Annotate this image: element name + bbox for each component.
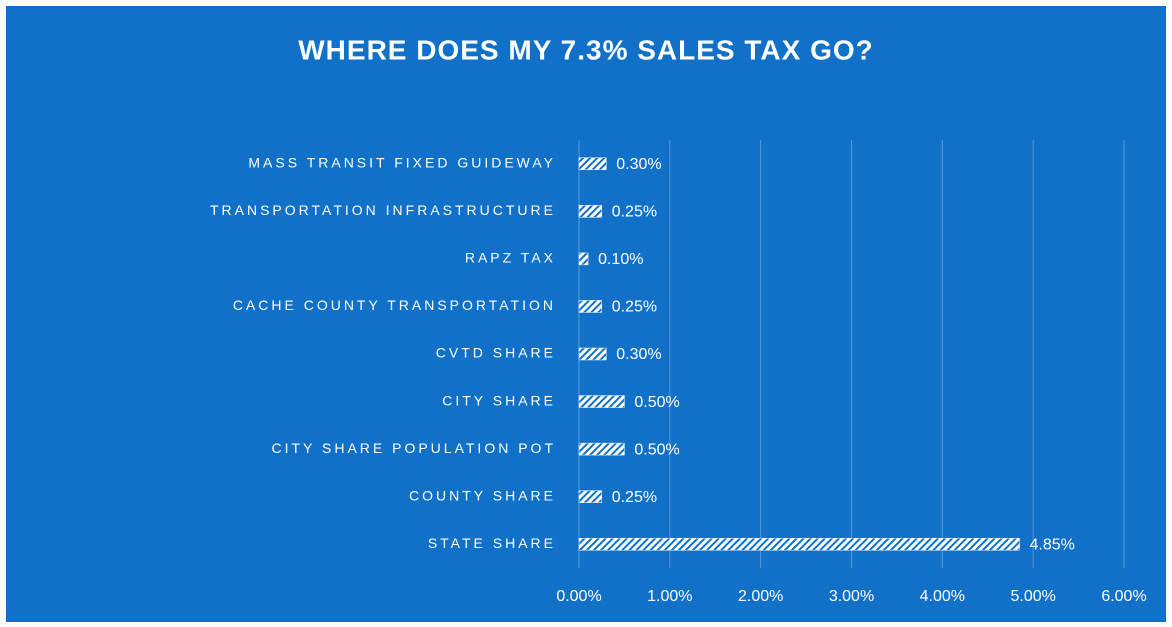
bar — [578, 442, 625, 456]
bar — [578, 395, 625, 408]
x-tick-label: 5.00% — [1010, 588, 1055, 605]
y-tick-label: RAPZ TAX — [465, 250, 556, 266]
chart-title: WHERE DOES MY 7.3% SALES TAX GO? — [298, 34, 874, 65]
value-label: 0.50% — [634, 394, 679, 411]
y-tick-label: CITY SHARE — [442, 392, 556, 408]
y-tick-label: STATE SHARE — [428, 535, 556, 551]
x-tick-label: 1.00% — [647, 588, 692, 605]
bar — [578, 205, 602, 218]
x-tick-label: 4.00% — [920, 588, 965, 605]
x-tick-label: 2.00% — [738, 588, 783, 605]
bar — [578, 157, 607, 171]
bar — [578, 490, 602, 503]
chart-background — [6, 6, 1166, 622]
y-tick-label: MASS TRANSIT FIXED GUIDEWAY — [248, 154, 556, 170]
y-tick-label: CITY SHARE POPULATION POT — [271, 440, 556, 456]
y-tick-label: TRANSPORTATION INFRASTRUCTURE — [210, 202, 556, 218]
value-label: 4.85% — [1030, 536, 1075, 553]
y-tick-label: CVTD SHARE — [436, 345, 556, 361]
y-tick-label: COUNTY SHARE — [409, 487, 556, 503]
bar — [578, 347, 607, 361]
x-tick-label: 6.00% — [1101, 588, 1146, 605]
value-label: 0.30% — [616, 156, 661, 173]
value-label: 0.30% — [616, 346, 661, 363]
y-tick-label: CACHE COUNTY TRANSPORTATION — [233, 297, 556, 313]
bar — [578, 537, 1020, 551]
x-tick-label: 3.00% — [829, 588, 874, 605]
value-label: 0.25% — [612, 299, 657, 316]
value-label: 0.25% — [612, 204, 657, 221]
bar — [578, 300, 602, 313]
value-label: 0.25% — [612, 489, 657, 506]
x-tick-label: 0.00% — [556, 588, 601, 605]
value-label: 0.50% — [634, 441, 679, 458]
bar — [578, 252, 589, 266]
value-label: 0.10% — [598, 251, 643, 268]
